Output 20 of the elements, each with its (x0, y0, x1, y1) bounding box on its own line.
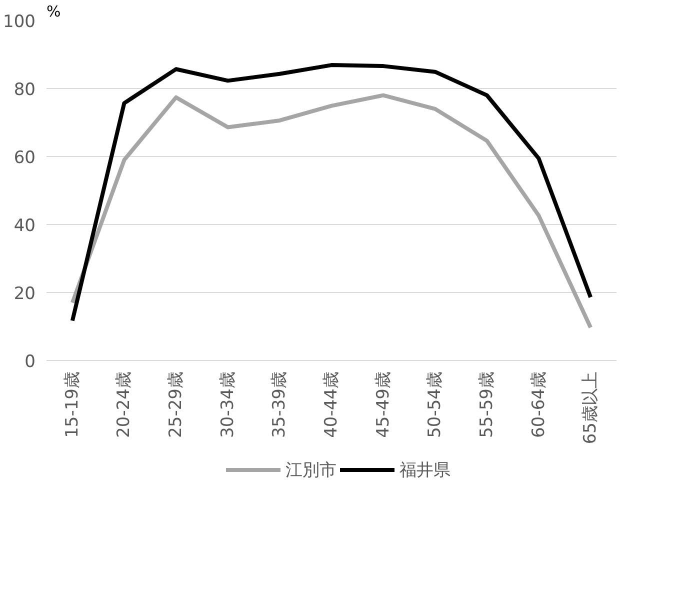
x-tick-label: 35-39歳 (270, 371, 290, 438)
x-tick-label: 20-24歳 (114, 371, 134, 438)
y-tick-label: 60 (14, 148, 36, 168)
y-axis-title: % (46, 2, 61, 20)
x-tick-label: 60-64歳 (528, 371, 549, 438)
y-tick-label: 40 (14, 216, 36, 236)
x-tick-label: 30-34歳 (218, 371, 238, 438)
x-tick-label: 65歳以上 (580, 371, 601, 444)
x-tick-label: 45-49歳 (373, 371, 394, 438)
x-tick-label: 55-59歳 (476, 371, 497, 438)
x-tick-label: 50-54歳 (425, 371, 446, 438)
legend-label: 福井県 (400, 459, 450, 481)
x-tick-label: 40-44歳 (322, 371, 342, 438)
y-tick-label: 0 (24, 352, 36, 372)
x-tick-label: 25-29歳 (166, 371, 186, 438)
y-tick-label: 100 (3, 12, 36, 32)
y-tick-label: 80 (14, 80, 36, 100)
y-tick-label: 20 (14, 284, 36, 304)
x-tick-label: 15-19歳 (62, 371, 82, 438)
legend-label: 江別市 (286, 459, 336, 481)
